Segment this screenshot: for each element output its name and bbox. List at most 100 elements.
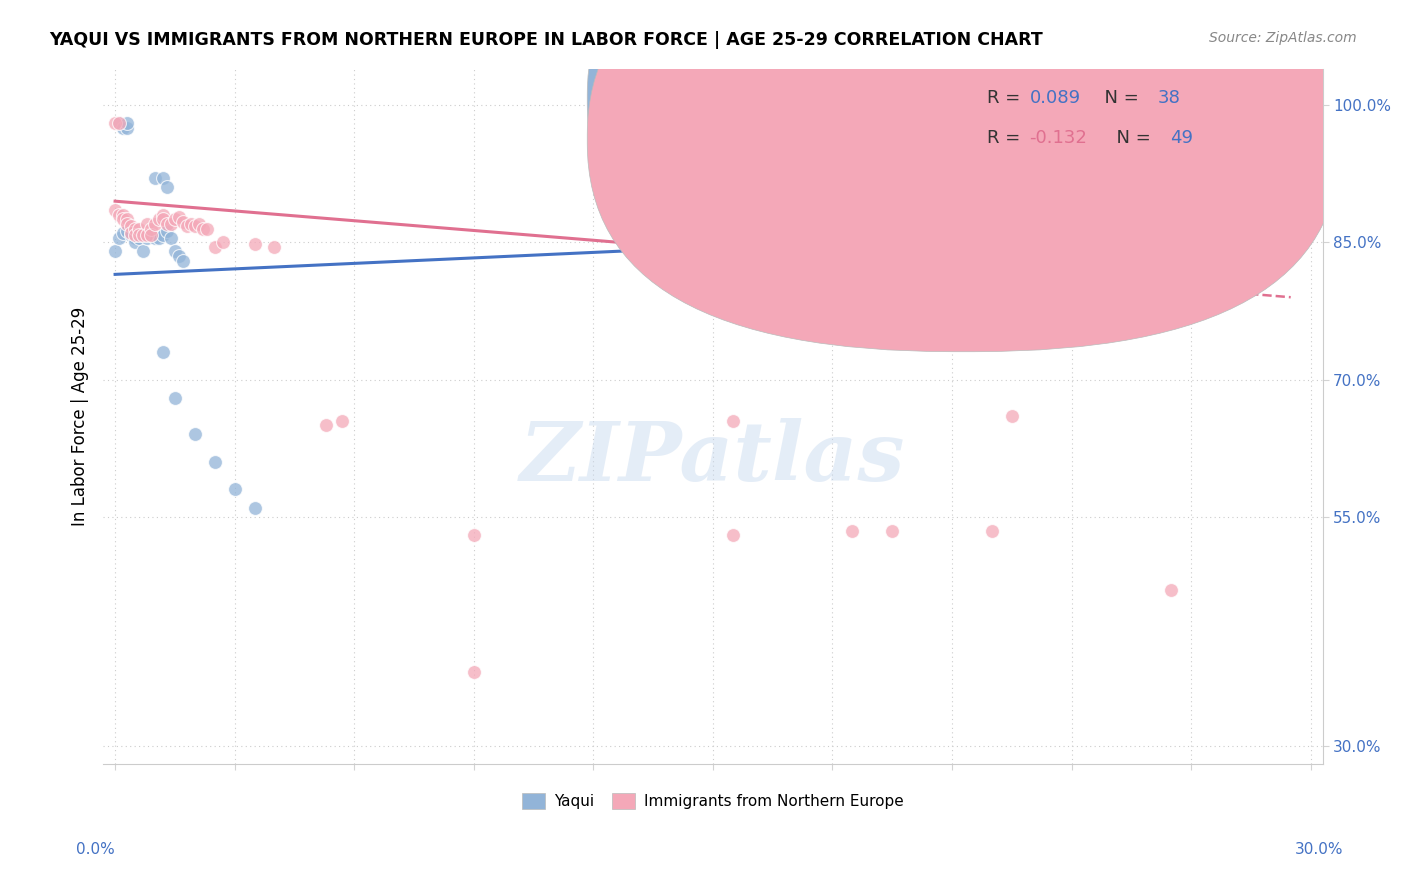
- Point: [112, 120, 135, 135]
- Point: [152, 208, 174, 222]
- Point: [108, 116, 131, 130]
- Point: [143, 217, 166, 231]
- Point: [1099, 285, 1122, 300]
- Point: [184, 427, 207, 442]
- Point: [330, 414, 353, 428]
- Point: [882, 524, 904, 538]
- Point: [463, 665, 485, 680]
- Text: N =: N =: [1092, 88, 1144, 106]
- Point: [204, 240, 226, 254]
- Point: [172, 215, 194, 229]
- Point: [120, 227, 142, 242]
- Point: [176, 219, 198, 233]
- FancyBboxPatch shape: [588, 0, 1340, 311]
- Point: [163, 212, 186, 227]
- Point: [156, 180, 179, 194]
- Point: [721, 414, 744, 428]
- Point: [224, 483, 246, 497]
- Point: [160, 231, 183, 245]
- Point: [128, 221, 150, 235]
- Point: [108, 208, 131, 222]
- Point: [112, 226, 135, 240]
- Point: [143, 231, 166, 245]
- Point: [156, 217, 179, 231]
- Point: [124, 221, 146, 235]
- Point: [195, 221, 218, 235]
- Text: -0.132: -0.132: [1029, 128, 1087, 146]
- FancyBboxPatch shape: [938, 72, 1305, 152]
- Point: [184, 219, 207, 233]
- Point: [136, 227, 159, 242]
- Point: [120, 226, 142, 240]
- Point: [104, 203, 127, 218]
- Point: [1160, 582, 1182, 597]
- Point: [172, 253, 194, 268]
- Point: [115, 120, 138, 135]
- Point: [128, 227, 150, 242]
- Point: [139, 227, 162, 242]
- Point: [124, 235, 146, 250]
- Point: [120, 219, 142, 233]
- Text: N =: N =: [1105, 128, 1157, 146]
- Text: R =: R =: [987, 128, 1026, 146]
- Point: [211, 235, 233, 250]
- Point: [115, 116, 138, 130]
- Point: [143, 171, 166, 186]
- Point: [128, 231, 150, 245]
- Point: [132, 244, 155, 259]
- Point: [139, 221, 162, 235]
- Point: [104, 244, 127, 259]
- Point: [156, 224, 179, 238]
- Point: [841, 524, 863, 538]
- Point: [1001, 409, 1024, 424]
- Point: [115, 212, 138, 227]
- Point: [463, 528, 485, 542]
- Point: [263, 240, 285, 254]
- Point: [112, 212, 135, 227]
- FancyBboxPatch shape: [588, 0, 1340, 351]
- Point: [167, 249, 190, 263]
- Point: [152, 345, 174, 359]
- Point: [108, 116, 131, 130]
- Point: [191, 221, 214, 235]
- Point: [315, 418, 337, 433]
- Point: [104, 116, 127, 130]
- Text: 30.0%: 30.0%: [1295, 842, 1343, 856]
- Point: [152, 171, 174, 186]
- Point: [243, 237, 266, 252]
- Point: [124, 227, 146, 242]
- Text: R =: R =: [987, 88, 1026, 106]
- Point: [163, 244, 186, 259]
- Point: [204, 455, 226, 469]
- Point: [180, 217, 202, 231]
- Point: [152, 212, 174, 227]
- Point: [148, 231, 170, 245]
- Point: [721, 528, 744, 542]
- Point: [167, 210, 190, 224]
- Text: 0.0%: 0.0%: [76, 842, 115, 856]
- Point: [115, 217, 138, 231]
- Point: [148, 212, 170, 227]
- Point: [187, 217, 209, 231]
- Text: Source: ZipAtlas.com: Source: ZipAtlas.com: [1209, 31, 1357, 45]
- Point: [160, 217, 183, 231]
- Point: [152, 227, 174, 242]
- Text: 0.089: 0.089: [1029, 88, 1081, 106]
- Y-axis label: In Labor Force | Age 25-29: In Labor Force | Age 25-29: [72, 307, 89, 525]
- Point: [980, 524, 1002, 538]
- Point: [115, 224, 138, 238]
- Point: [243, 500, 266, 515]
- Point: [124, 231, 146, 245]
- Point: [136, 231, 159, 245]
- Point: [136, 217, 159, 231]
- Point: [163, 391, 186, 405]
- Point: [132, 227, 155, 242]
- Point: [112, 208, 135, 222]
- Text: YAQUI VS IMMIGRANTS FROM NORTHERN EUROPE IN LABOR FORCE | AGE 25-29 CORRELATION : YAQUI VS IMMIGRANTS FROM NORTHERN EUROPE…: [49, 31, 1043, 49]
- Legend: Yaqui, Immigrants from Northern Europe: Yaqui, Immigrants from Northern Europe: [516, 787, 910, 815]
- Text: 49: 49: [1170, 128, 1192, 146]
- Point: [108, 231, 131, 245]
- Point: [139, 227, 162, 242]
- Text: ZIPatlas: ZIPatlas: [520, 417, 905, 498]
- Text: 38: 38: [1157, 88, 1181, 106]
